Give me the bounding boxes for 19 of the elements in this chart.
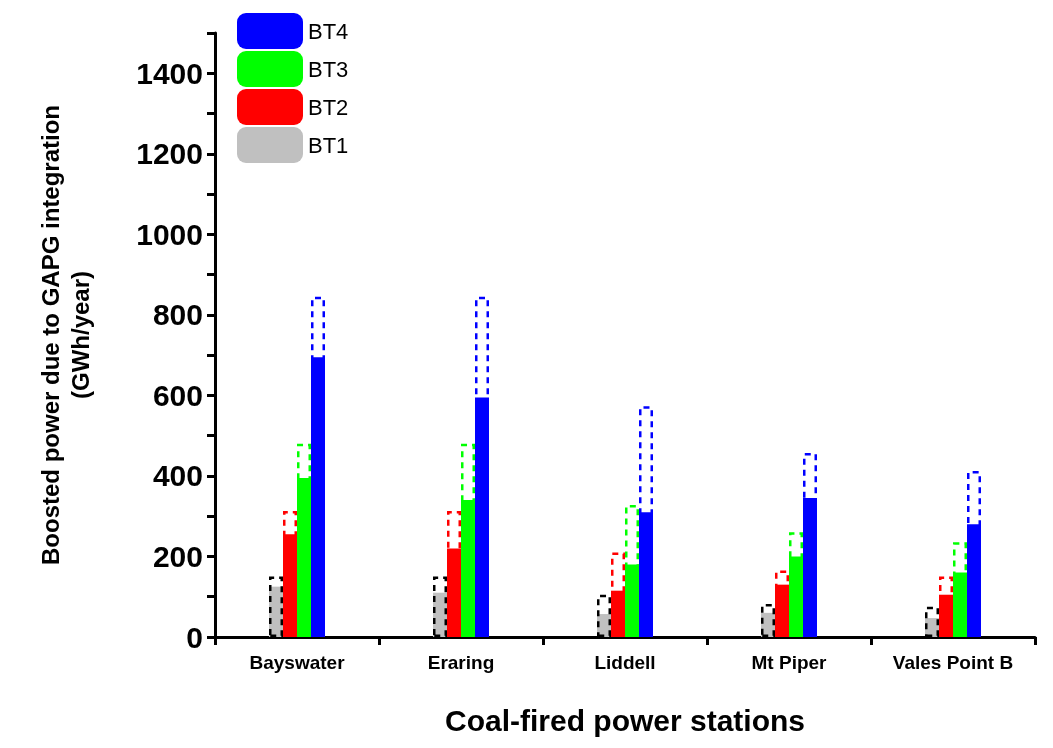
y-tick-label: 0 — [186, 620, 203, 654]
legend-label: BT1 — [308, 132, 349, 158]
x-axis-title: Coal-fired power stations — [444, 703, 806, 737]
x-tick-label: Bayswater — [249, 652, 346, 673]
y-tick-label: 800 — [152, 298, 203, 332]
legend-label: BT2 — [308, 94, 349, 120]
x-tick-label: Liddell — [594, 652, 656, 673]
y-tick-label: 1400 — [136, 56, 203, 90]
x-tick-label: Vales Point B — [892, 652, 1014, 673]
y-tick-label: 200 — [152, 539, 203, 573]
y-tick-label: 1200 — [136, 137, 203, 171]
y-axis-title: Boosted power due to GAPG integration (GWh/year) — [36, 104, 94, 566]
x-tick-label: Eraring — [427, 652, 495, 673]
x-tick-label: Mt Piper — [751, 652, 828, 673]
legend-label: BT3 — [308, 56, 349, 82]
y-tick-label: 1000 — [136, 217, 203, 251]
y-tick-label: 400 — [152, 459, 203, 493]
y-tick-label: 600 — [152, 378, 203, 412]
legend-label: BT4 — [308, 18, 349, 44]
